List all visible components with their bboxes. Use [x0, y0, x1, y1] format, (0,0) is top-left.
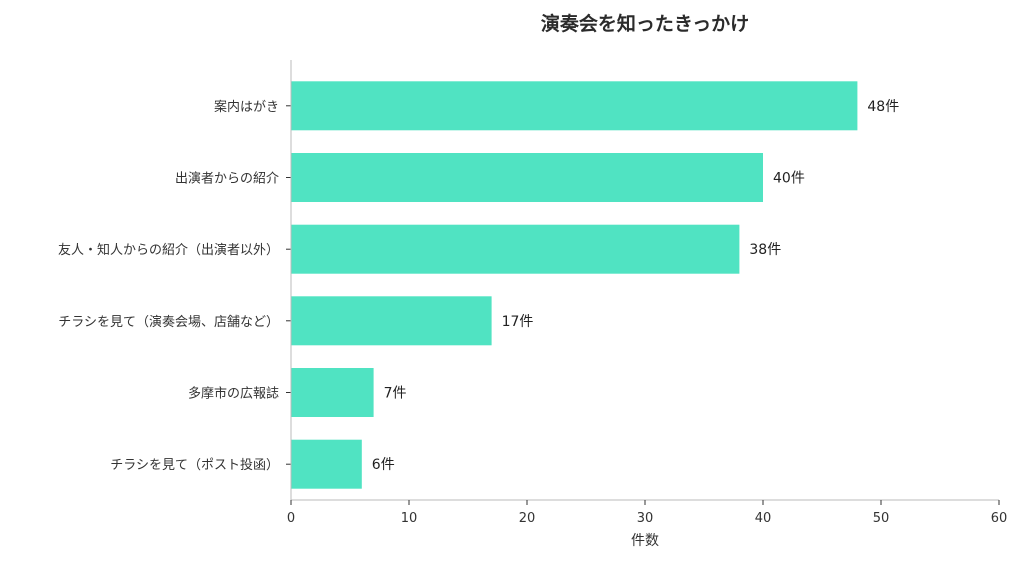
bar-0	[291, 81, 858, 131]
category-label-2: 友人・知人からの紹介（出演者以外）	[58, 242, 279, 258]
bar-2	[291, 224, 740, 274]
value-label-4: 7件	[384, 386, 407, 402]
bar-1	[291, 153, 763, 202]
bars-group: 48件 40件 38件 17件 7件 6件	[291, 81, 899, 489]
value-label-0: 48件	[867, 99, 899, 115]
x-axis-title: 件数	[631, 533, 659, 549]
value-label-5: 6件	[372, 457, 395, 473]
x-tick-label-4: 40	[755, 511, 772, 526]
category-label-5: チラシを見て（ポスト投函）	[110, 457, 279, 473]
value-label-1: 40件	[773, 171, 805, 187]
category-label-1: 出演者からの紹介	[175, 171, 279, 187]
chart-title: 演奏会を知ったきっかけ	[541, 12, 749, 35]
category-label-3: チラシを見て（演奏会場、店舗など）	[58, 314, 279, 330]
x-tick-label-2: 20	[519, 511, 536, 526]
category-label-4: 多摩市の広報誌	[188, 386, 279, 402]
x-tick-label-6: 60	[991, 511, 1008, 526]
bar-3	[291, 296, 492, 346]
value-label-3: 17件	[502, 314, 534, 330]
value-label-2: 38件	[749, 242, 781, 258]
category-label-0: 案内はがき	[214, 99, 279, 115]
x-tick-label-3: 30	[637, 511, 654, 526]
bar-4	[291, 368, 374, 417]
x-tick-label-1: 10	[401, 511, 418, 526]
x-tick-label-5: 50	[873, 511, 890, 526]
x-tick-label-0: 0	[287, 511, 295, 526]
bar-5	[291, 439, 362, 489]
